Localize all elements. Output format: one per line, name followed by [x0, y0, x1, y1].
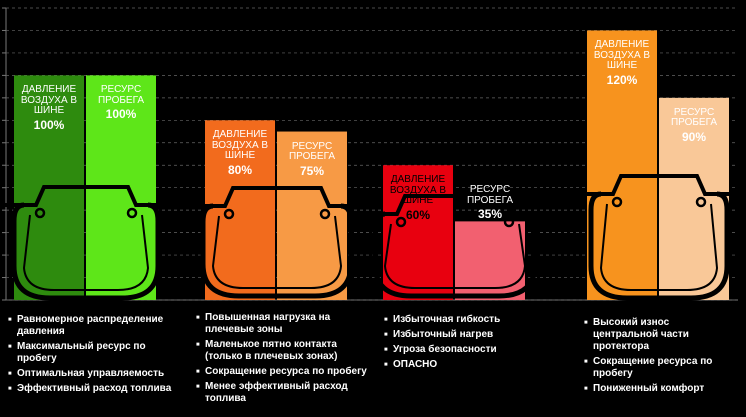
- note-item: Маленькое пятно контакта (только в плече…: [196, 339, 376, 363]
- note-item: Менее эффективный расход топлива: [196, 381, 376, 405]
- bar-pressure-2: [205, 120, 275, 300]
- bar-pressure-4: [587, 30, 657, 300]
- note-item: Избыточный нагрев: [384, 329, 564, 341]
- bar-label-pressure-4: ДАВЛЕНИЕ ВОЗДУХА В ШИНЕ 120%: [587, 40, 657, 86]
- note-item: ОПАСНО: [384, 359, 564, 371]
- bar-label-name: РЕСУРС ПРОБЕГА: [288, 140, 336, 163]
- tire-cross-section-2: [191, 186, 363, 299]
- bar-label-name: ДАВЛЕНИЕ ВОЗДУХА В ШИНЕ: [593, 39, 651, 72]
- note-item: Эффективный расход топлива: [8, 383, 188, 395]
- bar-label-value: 80%: [227, 162, 253, 177]
- bar-label-mileage-1: РЕСУРС ПРОБЕГА 100%: [86, 85, 156, 121]
- note-item: Оптимальная управляемость: [8, 368, 188, 380]
- bar-label-pressure-1: ДАВЛЕНИЕ ВОЗДУХА В ШИНЕ 100%: [14, 85, 84, 131]
- bar-label-value: 75%: [299, 163, 325, 178]
- notes-column-4: Высокий износ центральной части протекто…: [584, 317, 734, 398]
- bar-label-name: ДАВЛЕНИЕ ВОЗДУХА В ШИНЕ: [389, 174, 447, 207]
- bar-label-value: 60%: [405, 207, 431, 222]
- notes-list: Избыточная гибкость Избыточный нагрев Угро…: [384, 314, 564, 371]
- note-item: Максимальный ресурс по пробегу: [8, 341, 188, 365]
- bar-label-name: РЕСУРС ПРОБЕГА: [466, 184, 514, 206]
- notes-list: Высокий износ центральной части протекто…: [584, 317, 734, 395]
- note-item: Сокращение ресурса по пробегу: [196, 366, 376, 378]
- bar-label-value: 120%: [606, 72, 638, 87]
- note-item: Пониженный комфорт: [584, 383, 734, 395]
- note-item: Угроза безопасности: [384, 344, 564, 356]
- bar-label-pressure-3: ДАВЛЕНИЕ ВОЗДУХА В ШИНЕ 60%: [383, 175, 453, 221]
- notes-list: Повышенная нагрузка на плечевые зоны Мале…: [196, 312, 376, 405]
- bar-label-value: 100%: [33, 117, 65, 132]
- bar-label-value: 90%: [681, 129, 707, 144]
- note-item: Повышенная нагрузка на плечевые зоны: [196, 312, 376, 336]
- bar-label-name: РЕСУРС ПРОБЕГА: [670, 106, 718, 129]
- bar-mileage-2: [277, 131, 347, 300]
- bar-label-name: ДАВЛЕНИЕ ВОЗДУХА В ШИНЕ: [211, 129, 269, 162]
- notes-column-1: Равномерное распределение давления Максим…: [8, 314, 188, 398]
- bar-label-mileage-2: РЕСУРС ПРОБЕГА 75%: [277, 140, 347, 178]
- tire-cross-section-3: [363, 194, 547, 299]
- note-item: Равномерное распределение давления: [8, 314, 188, 338]
- bar-label-name: РЕСУРС ПРОБЕГА: [97, 84, 145, 106]
- bar-label-name: ДАВЛЕНИЕ ВОЗДУХА В ШИНЕ: [20, 84, 78, 117]
- tires: [2, 174, 739, 301]
- tire-cross-section-4: [579, 174, 739, 301]
- bar-label-value: 100%: [105, 107, 137, 122]
- bar-label-mileage-4: РЕСУРС ПРОБЕГА 90%: [659, 106, 729, 144]
- notes-list: Равномерное распределение давления Максим…: [8, 314, 188, 395]
- bar-label-pressure-2: ДАВЛЕНИЕ ВОЗДУХА В ШИНЕ 80%: [205, 130, 275, 176]
- note-item: Сокращение ресурса по пробегу: [584, 356, 734, 380]
- note-item: Избыточная гибкость: [384, 314, 564, 326]
- tire-cross-section-1: [2, 185, 170, 301]
- notes-column-2: Повышенная нагрузка на плечевые зоны Мале…: [196, 312, 376, 408]
- bar-label-mileage-3: РЕСУРС ПРОБЕГА 35%: [455, 185, 525, 221]
- note-item: Высокий износ центральной части протекто…: [584, 317, 734, 353]
- bar-mileage-3: [455, 221, 525, 300]
- bar-label-value: 35%: [477, 207, 503, 222]
- notes-column-3: Избыточная гибкость Избыточный нагрев Угро…: [384, 314, 564, 374]
- bar-pressure-3: [383, 165, 453, 300]
